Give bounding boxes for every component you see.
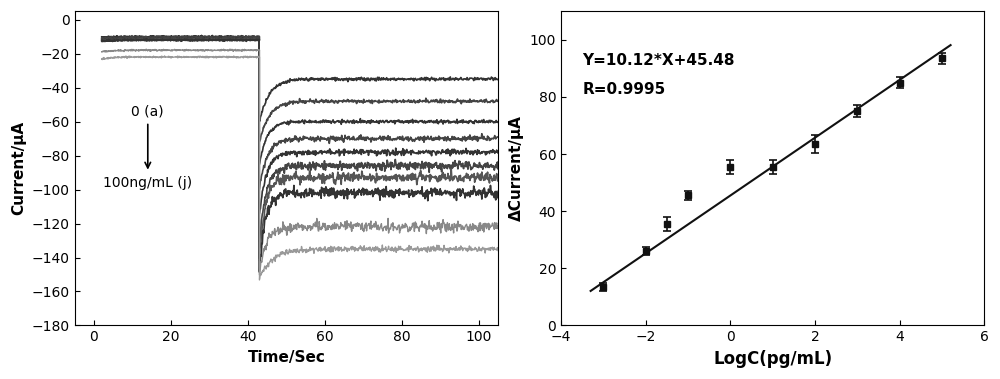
Text: 0 (a): 0 (a): [131, 104, 164, 118]
X-axis label: LogC(pg/mL): LogC(pg/mL): [713, 350, 832, 368]
Text: R=0.9995: R=0.9995: [582, 82, 665, 97]
Y-axis label: Current/μA: Current/μA: [11, 121, 26, 215]
Y-axis label: ΔCurrent/μA: ΔCurrent/μA: [509, 115, 524, 221]
X-axis label: Time/Sec: Time/Sec: [247, 350, 325, 365]
Text: Y=10.12*X+45.48: Y=10.12*X+45.48: [582, 53, 735, 68]
Text: 100ng/mL (j): 100ng/mL (j): [103, 176, 192, 190]
